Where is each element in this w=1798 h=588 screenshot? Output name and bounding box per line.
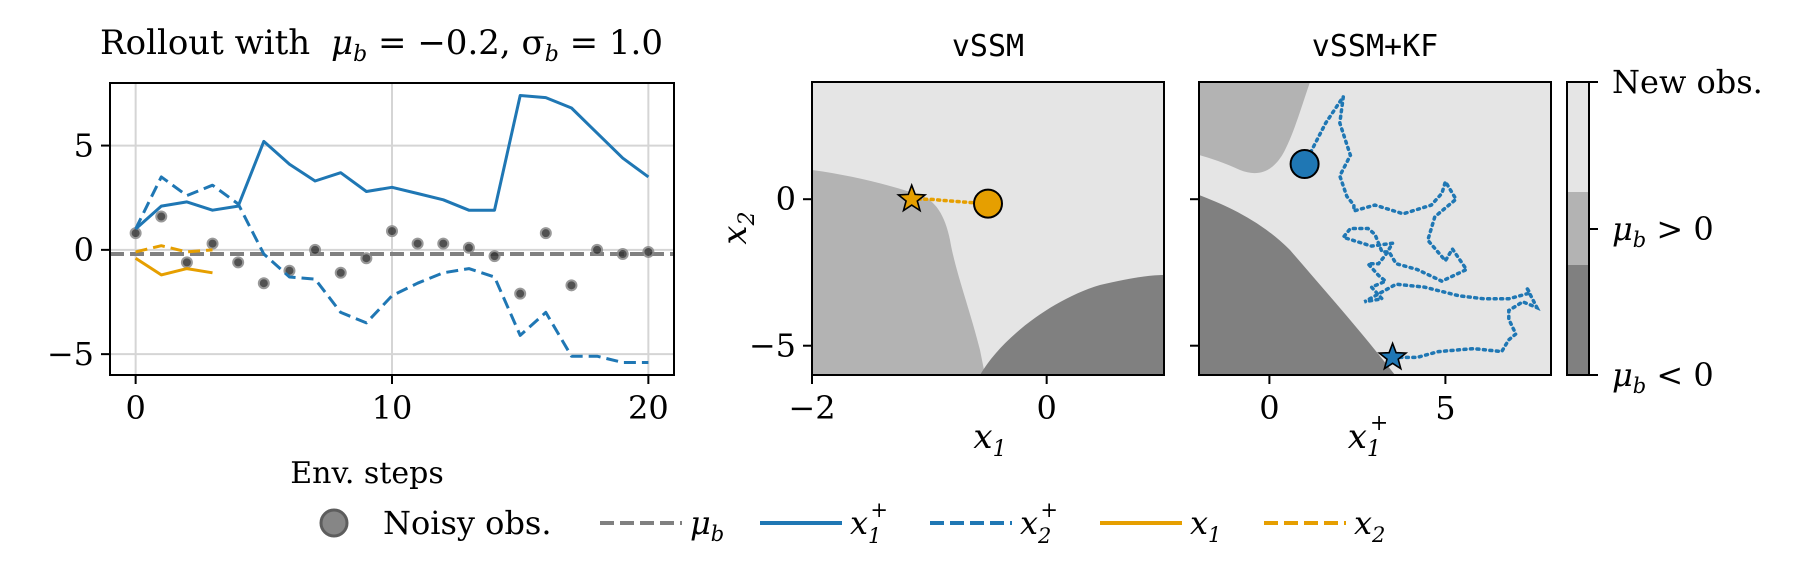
ytick-label: −5 (47, 335, 94, 373)
ytick-label: −5 (749, 327, 796, 365)
colorbar-new-obs (1567, 82, 1589, 192)
vssm-kf-xlabel: x1+ (1348, 411, 1389, 462)
noisy-obs-point (411, 237, 424, 250)
vssm-kf-xlabel-sub: 1 (1367, 437, 1381, 462)
noisy-obs-point (180, 256, 193, 269)
trajectory-start-star (1377, 341, 1409, 371)
rollout-panel: Rollout with μb = −0.2, σb = 1.0 0 10 20 −5… (47, 23, 675, 491)
noisy-obs-point (129, 227, 142, 240)
vssm-kf-trajectory (1289, 95, 1541, 371)
vssm-kf-regions (1199, 82, 1551, 375)
legend: Noisy obs. μb x1+ x2+ x1 x2 (319, 498, 1385, 548)
noisy-obs-point (462, 241, 475, 254)
series-line-x2 (135, 244, 213, 254)
vssm-ylabel: x2 (715, 211, 760, 244)
noisy-obs-point (257, 277, 270, 290)
legend-label-x1: x1 (1190, 504, 1221, 547)
vssm-panel: vSSM −2 0 −5 0 x1 x2 (715, 29, 1165, 462)
rollout-xlabel: Env. steps (290, 456, 444, 491)
vssm-kf-axes-frame (1198, 81, 1552, 376)
ytick-label: 5 (74, 127, 94, 165)
legend-item-mu-b: μb (600, 504, 724, 546)
vssm-regions (812, 82, 1164, 375)
legend-item-x2: x2 (1264, 504, 1385, 547)
series-line-x1 (134, 256, 213, 277)
vssm-kf-xlabel-sup: + (1370, 411, 1388, 436)
vssm-ylabel-sub: 2 (735, 211, 760, 226)
rollout-title: Rollout with μb = −0.2, σb = 1.0 (100, 23, 663, 67)
colorbar-label-mu-negative: μb < 0 (1612, 356, 1714, 398)
noisy-obs-point (591, 243, 604, 256)
xtick-label: 10 (372, 389, 413, 427)
vssm-title: vSSM (952, 29, 1024, 64)
trajectory-path (909, 197, 990, 206)
noisy-obs-point (565, 279, 578, 292)
colorbar-mu-negative (1567, 265, 1589, 375)
xtick-label: −2 (788, 389, 835, 427)
trajectory-start-star (896, 182, 928, 213)
legend-marker-noisy-obs (319, 508, 349, 538)
xtick-label: 0 (125, 389, 145, 427)
trajectory-end-marker (1289, 149, 1320, 180)
noisy-obs-point (616, 248, 629, 261)
noisy-obs-point (232, 256, 245, 269)
vssm-ticks: −2 0 −5 0 (749, 180, 1057, 427)
legend-label-x1-plus: x1+ (850, 498, 888, 548)
vssm-xlabel: x1 (973, 417, 1006, 462)
region-mu-positive (1199, 82, 1310, 174)
noisy-obs-point (334, 266, 347, 279)
legend-item-noisy-obs: Noisy obs. (319, 504, 552, 542)
colorbar-label-mu-positive: μb > 0 (1612, 210, 1714, 252)
series-line-x1-plus (134, 94, 650, 231)
noisy-obs-point (437, 237, 450, 250)
noisy-obs-point (514, 287, 527, 300)
vssm-kf-title: vSSM+KF (1312, 29, 1438, 64)
legend-label-noisy-obs: Noisy obs. (383, 504, 552, 542)
xtick-label: 5 (1435, 389, 1455, 427)
noisy-observations (129, 210, 655, 300)
xtick-label: 20 (628, 389, 669, 427)
noisy-obs-point (309, 243, 322, 256)
region-mu-positive (812, 170, 985, 375)
noisy-obs-point (360, 252, 373, 265)
vssm-trajectory (896, 182, 1003, 219)
legend-item-x1: x1 (1100, 504, 1221, 547)
legend-label-mu-b: μb (690, 504, 724, 546)
legend-item-x2-plus: x2+ (930, 498, 1058, 548)
legend-label-x2-plus: x2+ (1020, 498, 1058, 548)
legend-label-x2: x2 (1354, 504, 1385, 547)
rollout-ticks: 0 10 20 −5 0 5 (47, 127, 669, 427)
colorbar-label-new-obs: New obs. (1612, 63, 1763, 101)
noisy-obs-point (155, 210, 168, 223)
trajectory-end-marker (973, 188, 1003, 219)
region-mu-negative (980, 275, 1164, 375)
noisy-obs-point (206, 237, 219, 250)
rollout-grid (110, 83, 674, 375)
noisy-obs-point (642, 245, 655, 258)
series-line-x2-plus (134, 175, 649, 364)
ytick-label: 0 (776, 180, 796, 218)
rollout-lines (134, 94, 650, 364)
region-mu-negative (1199, 195, 1395, 375)
vssm-axes-frame (811, 81, 1165, 376)
vssm-xlabel-sub: 1 (993, 437, 1007, 462)
legend-item-x1-plus: x1+ (760, 498, 888, 548)
noisy-obs-point (488, 250, 501, 263)
noisy-obs-point (539, 227, 552, 240)
xtick-label: 0 (1036, 389, 1056, 427)
colorbar-mu-positive (1567, 192, 1589, 265)
colorbar: New obs. μb > 0 μb < 0 (1566, 63, 1763, 398)
noisy-obs-point (386, 225, 398, 238)
xtick-label: 0 (1259, 389, 1279, 427)
trajectory-path (1302, 95, 1541, 360)
ytick-label: 0 (74, 231, 94, 269)
